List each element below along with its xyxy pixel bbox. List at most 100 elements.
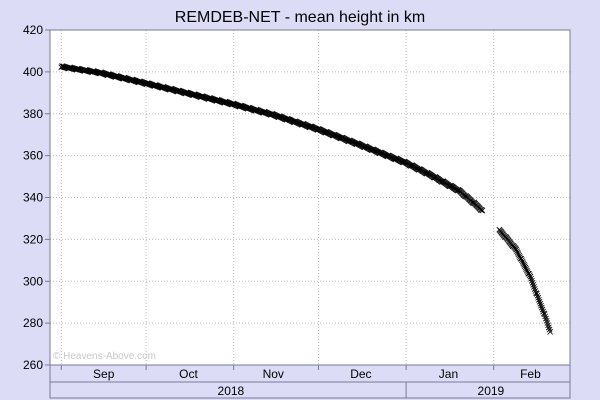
marker-stroke	[523, 266, 530, 273]
marker-stroke	[534, 292, 541, 299]
marker-stroke	[479, 207, 486, 214]
marker-stroke	[529, 279, 536, 286]
data-point-marker	[531, 286, 538, 292]
marker-stroke	[538, 302, 544, 309]
y-tick-label: 400	[23, 65, 43, 79]
marker-stroke	[526, 270, 532, 277]
marker-stroke	[545, 322, 551, 329]
marker-stroke	[519, 257, 525, 264]
marker-stroke	[546, 326, 553, 333]
marker-stroke	[543, 317, 550, 324]
x-year-label: 2018	[218, 384, 245, 398]
marker-stroke	[520, 260, 527, 267]
data-point-marker	[519, 257, 525, 264]
marker-stroke	[532, 288, 539, 294]
y-tick-label: 380	[23, 107, 43, 121]
marker-stroke	[513, 246, 520, 253]
y-tick-label: 340	[23, 191, 43, 205]
data-point-marker	[522, 264, 529, 271]
data-point-marker	[513, 246, 520, 253]
data-point-marker	[527, 273, 534, 280]
chart-title: REMDEB-NET - mean height in km	[175, 9, 425, 26]
plot-area	[50, 30, 570, 365]
data-point-marker	[537, 300, 544, 307]
x-month-label: Oct	[179, 367, 198, 381]
data-point-marker	[538, 304, 545, 311]
marker-stroke	[519, 258, 526, 265]
data-point-marker	[536, 296, 542, 303]
axes	[45, 29, 571, 399]
marker-stroke	[544, 320, 551, 326]
marker-stroke	[547, 328, 554, 335]
marker-stroke	[514, 248, 520, 255]
data-point-marker	[533, 290, 540, 297]
data-point-marker	[519, 258, 526, 265]
watermark: © Heavens-Above.com	[53, 351, 156, 362]
data-point-marker	[532, 288, 539, 294]
data-point-marker	[521, 261, 527, 268]
data-point-marker	[534, 292, 541, 299]
marker-stroke	[540, 308, 547, 315]
x-year-label: 2019	[478, 384, 505, 398]
data-point-marker	[524, 267, 530, 274]
x-month-label: Sep	[93, 367, 115, 381]
y-tick-label: 280	[23, 316, 43, 330]
x-month-label: Feb	[520, 367, 541, 381]
data-point-marker	[547, 328, 554, 335]
x-month-label: Dec	[350, 367, 371, 381]
data-point-marker	[530, 281, 537, 288]
data-point-marker	[539, 306, 546, 313]
data-point-marker	[520, 260, 527, 267]
marker-stroke	[518, 255, 525, 262]
marker-stroke	[527, 273, 534, 280]
y-tick-label: 260	[23, 358, 43, 372]
data-point-marker	[514, 248, 520, 255]
data-point-marker	[518, 255, 525, 262]
marker-stroke	[539, 306, 546, 313]
marker-stroke	[526, 272, 533, 279]
data-points	[58, 63, 554, 335]
marker-stroke	[521, 263, 528, 270]
marker-stroke	[533, 290, 540, 297]
y-tick-label: 300	[23, 274, 43, 288]
data-point-marker	[521, 263, 528, 270]
data-point-marker	[538, 302, 544, 309]
marker-stroke	[516, 252, 523, 259]
marker-stroke	[514, 249, 521, 256]
data-point-marker	[529, 279, 536, 286]
x-axis-month-labels: Sep Oct Nov Dec Jan Feb	[93, 367, 541, 381]
data-point-marker	[516, 252, 523, 259]
data-point-marker	[528, 275, 535, 282]
marker-stroke	[521, 261, 527, 268]
y-tick-label: 420	[23, 23, 43, 37]
marker-stroke	[541, 311, 548, 318]
x-axis-year-labels: 2018 2019	[218, 384, 505, 398]
marker-stroke	[536, 298, 543, 305]
data-point-marker	[526, 272, 533, 279]
marker-stroke	[528, 275, 535, 282]
data-point-marker	[479, 207, 486, 214]
data-point-marker	[536, 298, 543, 305]
marker-stroke	[538, 304, 545, 311]
data-point-marker	[528, 277, 535, 284]
data-point-marker	[526, 270, 532, 277]
data-point-marker	[514, 249, 521, 256]
marker-stroke	[531, 286, 538, 292]
y-tick-label: 320	[23, 232, 43, 246]
grid-lines	[50, 30, 570, 365]
marker-stroke	[535, 294, 542, 301]
data-point-marker	[515, 251, 522, 258]
marker-stroke	[530, 281, 537, 288]
x-month-label: Nov	[263, 367, 284, 381]
y-tick-label: 360	[23, 149, 43, 163]
marker-stroke	[543, 315, 549, 322]
data-point-marker	[531, 284, 537, 290]
marker-stroke	[515, 251, 522, 258]
marker-stroke	[531, 284, 537, 290]
y-axis-tick-labels: 260 280 300 320 340 360 380 400 420	[23, 23, 43, 372]
marker-stroke	[536, 296, 542, 303]
data-point-marker	[535, 294, 542, 301]
year-axis-band	[49, 381, 571, 399]
marker-stroke	[542, 313, 549, 320]
